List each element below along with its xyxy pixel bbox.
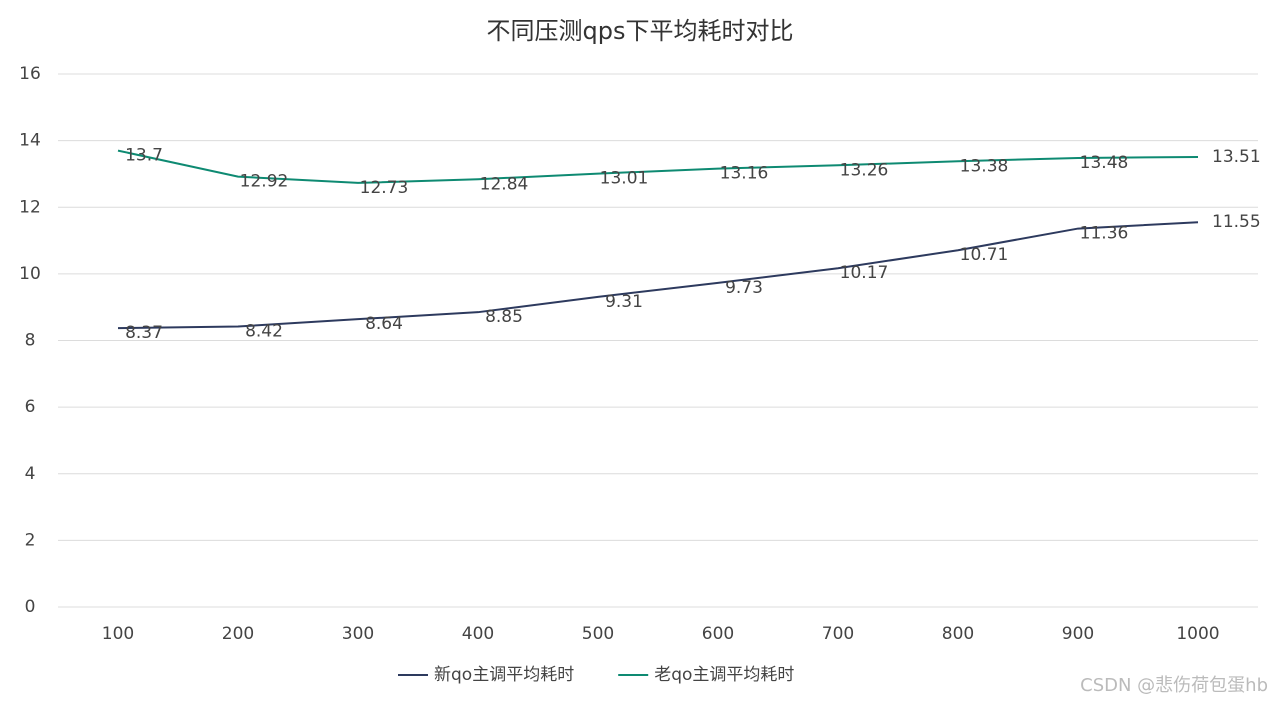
data-label: 12.73 bbox=[360, 178, 409, 198]
line bbox=[117, 149, 1199, 184]
x-tick-label: 700 bbox=[822, 624, 854, 644]
x-tick-label: 400 bbox=[462, 624, 494, 644]
x-tick-label: 200 bbox=[222, 624, 254, 644]
data-label: 8.85 bbox=[485, 307, 523, 327]
data-label: 11.55 bbox=[1212, 212, 1261, 232]
data-label: 8.42 bbox=[245, 322, 283, 342]
data-label: 9.31 bbox=[605, 292, 643, 312]
watermark: CSDN @悲伤荷包蛋hb bbox=[1080, 675, 1268, 696]
x-tick-label: 100 bbox=[102, 624, 134, 644]
data-label: 12.84 bbox=[480, 174, 529, 194]
data-label: 13.51 bbox=[1212, 147, 1261, 167]
y-tick-label: 10 bbox=[19, 264, 41, 284]
chart-title: 不同压测qps下平均耗时对比 bbox=[487, 17, 794, 45]
y-tick-label: 0 bbox=[25, 597, 36, 617]
x-tick-label: 800 bbox=[942, 624, 974, 644]
legend-label: 新qo主调平均耗时 bbox=[434, 665, 574, 685]
y-tick-label: 14 bbox=[19, 131, 41, 151]
x-tick-label: 600 bbox=[702, 624, 734, 644]
data-label: 13.48 bbox=[1080, 153, 1129, 173]
y-tick-label: 8 bbox=[25, 331, 36, 351]
data-label: 10.17 bbox=[840, 263, 889, 283]
data-label: 13.16 bbox=[720, 164, 769, 184]
y-tick-label: 12 bbox=[19, 197, 41, 217]
data-label: 12.92 bbox=[240, 172, 289, 192]
y-tick-label: 16 bbox=[19, 64, 41, 84]
y-tick-label: 6 bbox=[25, 397, 36, 417]
data-label: 10.71 bbox=[960, 245, 1009, 265]
data-label: 13.26 bbox=[840, 160, 889, 180]
data-label: 13.01 bbox=[600, 169, 649, 189]
y-tick-label: 2 bbox=[25, 530, 36, 550]
x-tick-label: 500 bbox=[582, 624, 614, 644]
x-tick-label: 900 bbox=[1062, 624, 1094, 644]
data-label: 9.73 bbox=[725, 278, 763, 298]
data-label: 13.7 bbox=[125, 146, 163, 166]
y-tick-label: 4 bbox=[25, 464, 36, 484]
x-tick-label: 300 bbox=[342, 624, 374, 644]
data-label: 8.64 bbox=[365, 314, 403, 334]
line bbox=[117, 221, 1199, 330]
data-label: 11.36 bbox=[1080, 224, 1129, 244]
data-label: 8.37 bbox=[125, 323, 163, 343]
legend-label: 老qo主调平均耗时 bbox=[654, 665, 794, 685]
data-label: 13.38 bbox=[960, 156, 1009, 176]
x-tick-label: 1000 bbox=[1176, 624, 1219, 644]
